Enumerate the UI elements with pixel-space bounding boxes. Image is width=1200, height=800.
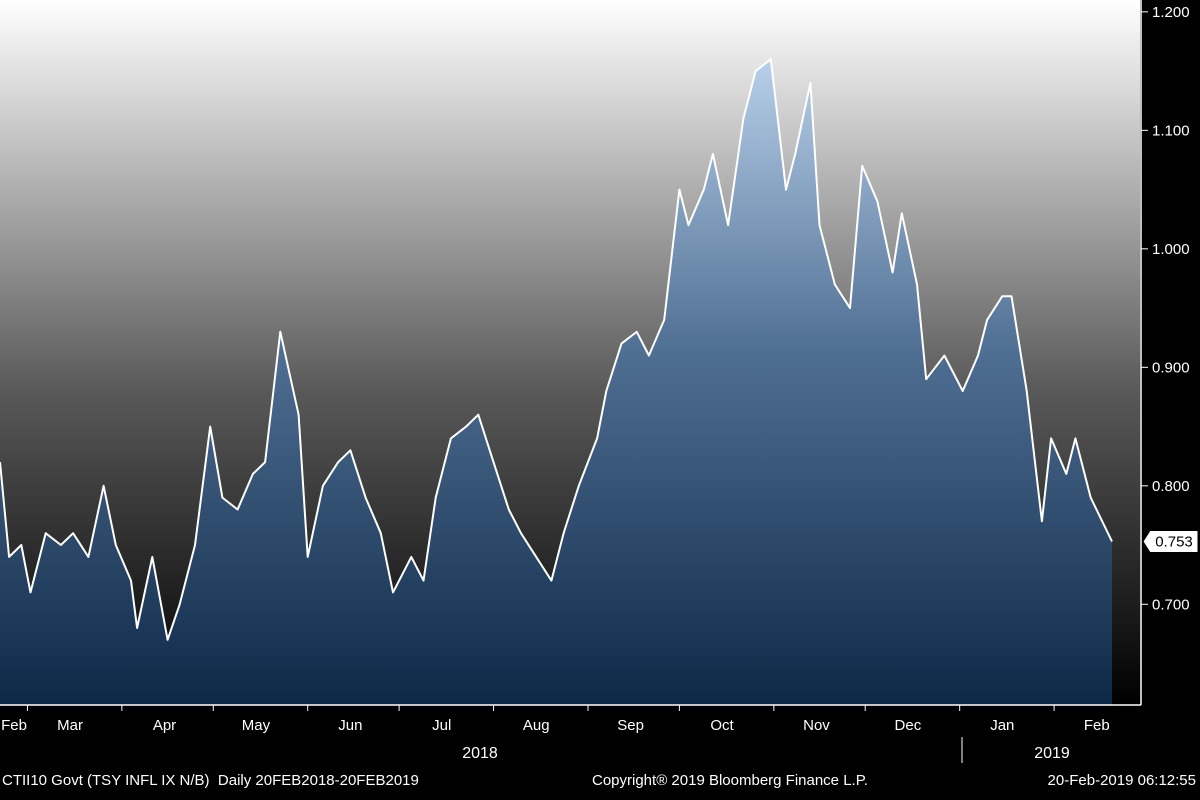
x-tick-label: Jan [990,717,1014,734]
y-axis: 0.700 0.800 0.900 1.000 1.100 1.200 [1141,4,1190,613]
security-name: CTII10 Govt (TSY INFL IX N/B) [2,772,210,789]
x-tick-label: Mar [57,717,83,734]
area-layer [0,58,1113,705]
year-label-2019: 2019 [1034,745,1070,762]
x-tick-label: Nov [803,717,830,734]
y-tick-label: 1.000 [1152,241,1190,258]
x-tick-label: Jun [338,717,362,734]
last-value-label: 0.753 [1155,533,1193,550]
last-value-marker: 0.753 [1142,529,1199,553]
y-tick-label: 0.800 [1152,478,1190,495]
x-tick-label: Apr [153,717,176,734]
y-tick-label: 1.100 [1152,122,1190,139]
series-area [0,59,1112,705]
last-value-box [1142,529,1199,553]
x-tick-label: Oct [710,717,734,734]
series-line [0,58,1113,641]
x-axis: Feb Mar Apr May Jun Jul Aug Sep Oct Nov Dec Jan Feb [1,705,1110,734]
y-tick-label: 0.900 [1152,359,1190,376]
y-tick-label: 0.700 [1152,596,1190,613]
footer-copyright: Copyright® 2019 Bloomberg Finance L.P. [592,772,868,789]
x-tick-label: May [242,717,271,734]
footer-timestamp: 20-Feb-2019 06:12:55 [1047,772,1196,789]
date-range: Daily 20FEB2018-20FEB2019 [217,772,419,789]
x-tick-label: Feb [1,717,27,734]
x-tick-label: Jul [432,717,451,734]
y-tick-label: 1.200 [1152,4,1190,21]
year-label-2018: 2018 [462,745,498,762]
x-tick-label: Feb [1084,717,1110,734]
footer-security: CTII10 Govt (TSY INFL IX N/B) Daily 20FE… [2,772,419,796]
x-tick-label: Sep [617,717,644,734]
x-tick-label: Dec [895,717,922,734]
x-tick-label: Aug [523,717,550,734]
